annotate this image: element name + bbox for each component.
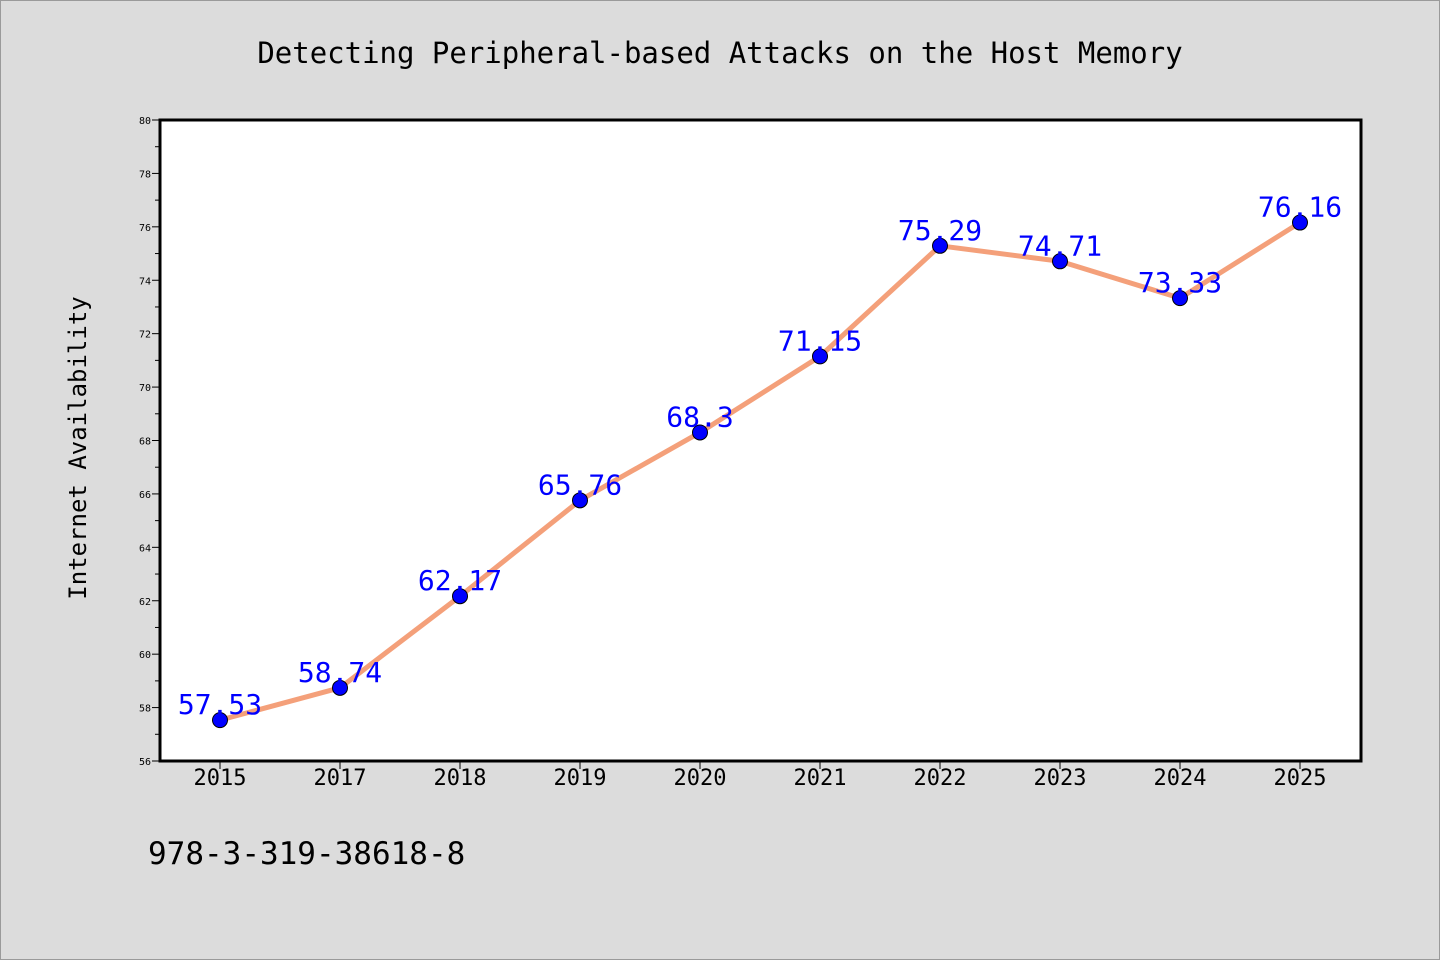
data-label: 73.33 [1138,266,1222,299]
data-point [1292,214,1308,231]
y-tick-label: 64 [139,543,151,554]
x-tick-label: 2020 [674,766,727,791]
x-tick-label: 2018 [434,766,487,791]
plot-area [160,120,1361,761]
y-tick-label: 58 [139,704,151,715]
y-tick-label: 60 [139,650,151,661]
y-tick-label: 70 [139,383,151,394]
y-tick-label: 72 [139,330,151,341]
series-line [217,220,1303,723]
x-tick-label: 2022 [914,766,967,791]
y-tick-label: 68 [139,437,151,448]
data-label: 57.53 [178,688,262,721]
y-tick-label: 56 [139,757,151,768]
data-point [572,492,588,509]
data-label: 75.29 [898,214,982,247]
x-tick-label: 2015 [194,766,247,791]
x-tick-label: 2025 [1274,766,1327,791]
x-tick-label: 2023 [1034,766,1087,791]
data-label: 71.15 [778,324,862,357]
data-label: 58.74 [298,656,382,689]
y-tick-label: 78 [139,169,151,180]
x-tick-label: 2021 [794,766,847,791]
data-point [332,679,348,696]
data-point [692,424,708,441]
y-tick-label: 66 [139,490,151,501]
data-label: 65.76 [538,468,622,501]
chart-marks: 56 58 60 62 64 66 68 70 72 74 76 78 80 2015 2017 2018 20… [139,116,1342,791]
y-tick-label: 80 [139,116,151,127]
data-point [932,237,948,254]
y-tick-label: 74 [139,276,151,287]
data-point [812,348,828,365]
data-point [452,588,468,605]
data-point [1052,253,1068,270]
chart-title: Detecting Peripheral-based Attacks on th… [257,36,1182,70]
x-tick-label: 2024 [1154,766,1207,791]
footer-text: 978-3-319-38618-8 [148,836,465,872]
x-tick-label: 2019 [554,766,607,791]
data-point [1172,290,1188,307]
y-tick-label: 76 [139,223,151,234]
data-label: 76.16 [1258,191,1342,224]
data-point [212,712,228,729]
x-tick-label: 2017 [314,766,367,791]
data-label: 62.17 [418,564,502,597]
data-label: 74.71 [1018,229,1102,262]
y-axis-label: Internet Availability [64,296,92,599]
plot-frame [158,118,1363,763]
y-tick-label: 62 [139,597,151,608]
data-label: 68.3 [666,400,733,433]
